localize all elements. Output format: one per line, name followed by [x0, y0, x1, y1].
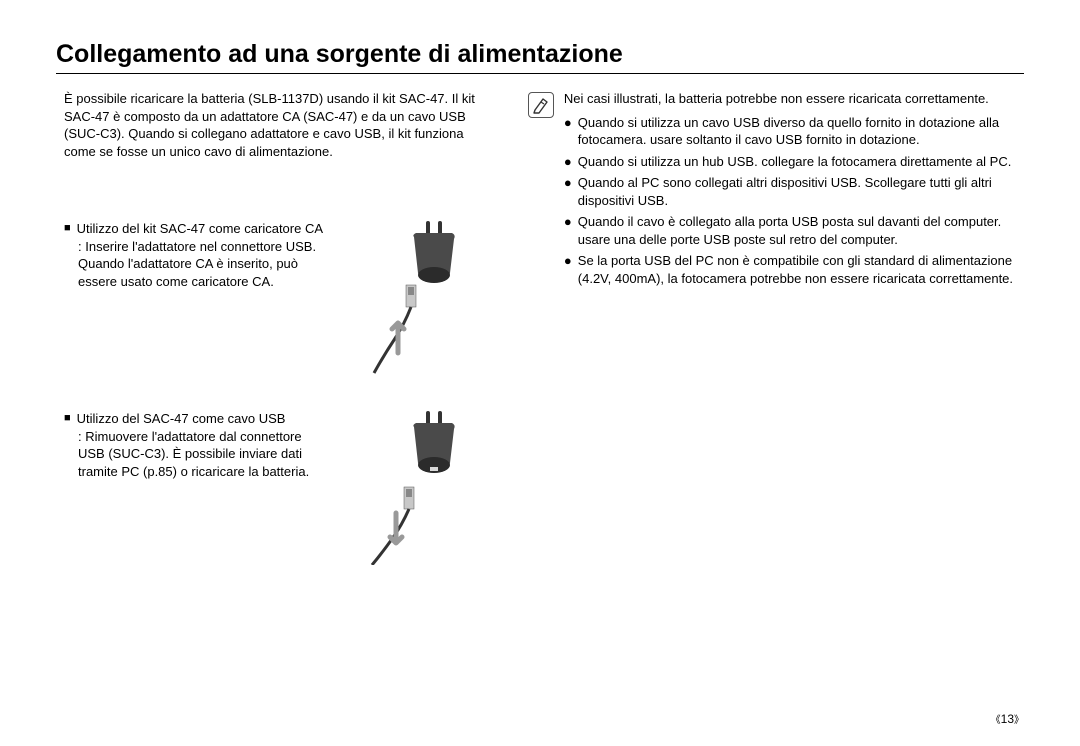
usage-block-usb: ■ Utilizzo del SAC-47 come cavo USB : Ri…	[56, 410, 496, 560]
content-columns: È possibile ricaricare la batteria (SLB-…	[56, 90, 1024, 600]
intro-paragraph: È possibile ricaricare la batteria (SLB-…	[56, 90, 496, 160]
note-intro: Nei casi illustrati, la batteria potrebb…	[564, 90, 1024, 108]
note-item: ●Quando al PC sono collegati altri dispo…	[564, 174, 1024, 209]
note-item: ●Quando si utilizza un hub USB. collegar…	[564, 153, 1024, 171]
note-row: Nei casi illustrati, la batteria potrebb…	[528, 90, 1024, 291]
note-item: ●Quando il cavo è collegato alla porta U…	[564, 213, 1024, 248]
usage-text-usb: ■ Utilizzo del SAC-47 come cavo USB : Ri…	[64, 410, 332, 480]
right-column: Nei casi illustrati, la batteria potrebb…	[528, 90, 1024, 600]
figure-adapter-insert	[332, 220, 496, 370]
page-title: Collegamento ad una sorgente di alimenta…	[56, 40, 1024, 74]
usage-block-charger: ■ Utilizzo del kit SAC-47 come caricator…	[56, 220, 496, 370]
usage-detail-usb: : Rimuovere l'adattatore dal connettore …	[64, 428, 332, 481]
usage-head-usb: Utilizzo del SAC-47 come cavo USB	[77, 410, 286, 428]
bullet-square-icon: ■	[64, 410, 71, 428]
usage-text-charger: ■ Utilizzo del kit SAC-47 come caricator…	[64, 220, 332, 290]
figure-adapter-remove	[332, 410, 496, 560]
bullet-square-icon: ■	[64, 220, 71, 238]
note-item: ●Quando si utilizza un cavo USB diverso …	[564, 114, 1024, 149]
usage-detail-charger: : Inserire l'adattatore nel connettore U…	[64, 238, 332, 291]
note-item: ●Se la porta USB del PC non è compatibil…	[564, 252, 1024, 287]
usage-head-charger: Utilizzo del kit SAC-47 come caricatore …	[77, 220, 323, 238]
note-icon	[528, 92, 554, 118]
left-column: È possibile ricaricare la batteria (SLB-…	[56, 90, 496, 600]
note-list: ●Quando si utilizza un cavo USB diverso …	[564, 114, 1024, 288]
page-number: 13	[991, 711, 1024, 726]
note-body: Nei casi illustrati, la batteria potrebb…	[564, 90, 1024, 291]
